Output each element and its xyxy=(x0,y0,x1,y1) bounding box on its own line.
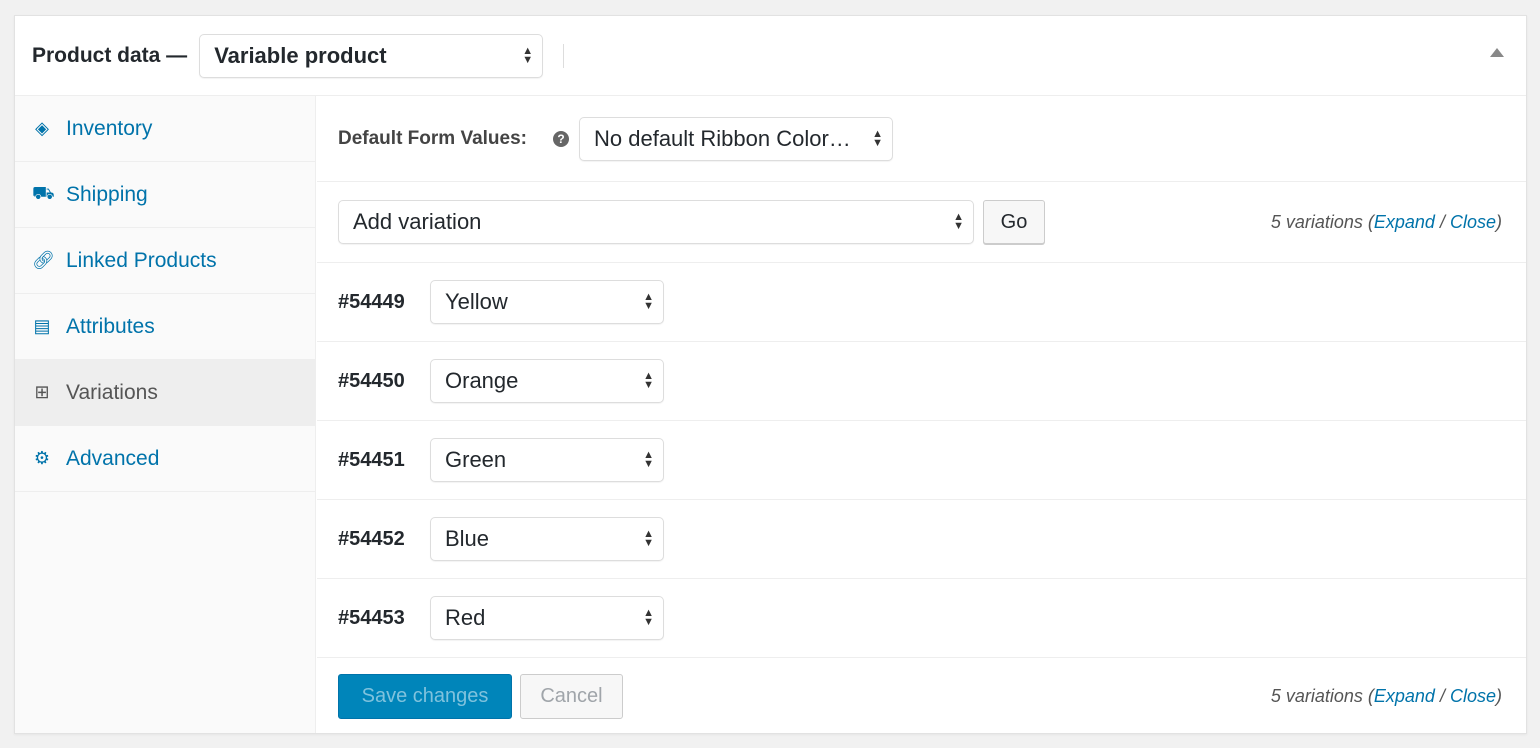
variation-color-value: Blue xyxy=(445,526,490,551)
variation-id: #54452 xyxy=(338,527,405,550)
expand-link[interactable]: Expand xyxy=(1373,211,1435,232)
variation-id: #54449 xyxy=(338,290,405,313)
footer-row: Save changes Cancel 5 variations (Expand… xyxy=(317,658,1526,735)
sidebar-item-label: Inventory xyxy=(66,116,153,140)
variations-panel: Default Form Values: ? No default Ribbon… xyxy=(317,96,1526,733)
variation-id: #54451 xyxy=(338,448,405,471)
sidebar-item-attributes[interactable]: ▤ Attributes xyxy=(15,294,315,360)
variation-color-select[interactable]: Yellow ▲ ▼ xyxy=(430,280,664,324)
variation-row: #54453 Red ▲ ▼ xyxy=(317,579,1526,658)
collapse-toggle-icon[interactable] xyxy=(1490,48,1504,57)
variation-color-select[interactable]: Green ▲ ▼ xyxy=(430,438,664,482)
variation-color-value: Green xyxy=(445,447,507,472)
default-form-values-label: Default Form Values: xyxy=(338,127,527,149)
sidebar-item-label: Advanced xyxy=(66,446,160,470)
default-form-values-row: Default Form Values: ? No default Ribbon… xyxy=(317,96,1526,182)
variation-row: #54449 Yellow ▲ ▼ xyxy=(317,263,1526,342)
paren: ) xyxy=(1496,211,1502,232)
sidebar-item-shipping[interactable]: ⛟ Shipping xyxy=(15,162,315,228)
tag-icon: ◈ xyxy=(35,118,49,138)
slash: / xyxy=(1434,211,1450,232)
cancel-button[interactable]: Cancel xyxy=(520,674,623,719)
select-arrows-icon: ▲ ▼ xyxy=(643,370,654,391)
variations-count-footer: 5 variations (Expand / Close) xyxy=(1271,686,1502,707)
sidebar-item-label: Variations xyxy=(66,380,158,404)
select-arrows-icon: ▲ ▼ xyxy=(643,607,654,628)
variation-row: #54450 Orange ▲ ▼ xyxy=(317,342,1526,421)
select-arrows-icon: ▲ ▼ xyxy=(643,528,654,549)
select-arrows-icon: ▲ ▼ xyxy=(522,44,534,66)
slash: / xyxy=(1434,686,1450,706)
link-icon: 🔗︎ xyxy=(32,250,55,270)
product-type-value: Variable product xyxy=(214,42,387,68)
close-link[interactable]: Close xyxy=(1449,211,1496,232)
add-variation-value: Add variation xyxy=(353,209,482,234)
sidebar-item-linked-products[interactable]: 🔗︎ Linked Products xyxy=(15,228,315,294)
help-icon[interactable]: ? xyxy=(553,130,569,147)
sidebar-item-label: Shipping xyxy=(66,182,148,206)
select-arrows-icon: ▲ ▼ xyxy=(953,211,964,232)
sidebar-item-label: Linked Products xyxy=(66,248,217,272)
variation-color-value: Orange xyxy=(445,368,519,393)
truck-icon: ⛟ xyxy=(32,182,55,203)
variation-color-select[interactable]: Blue ▲ ▼ xyxy=(430,517,664,561)
variation-color-value: Yellow xyxy=(445,289,508,314)
select-arrows-icon: ▲ ▼ xyxy=(643,291,654,312)
variations-count: 5 variations (Expand / Close) xyxy=(1271,212,1502,233)
list-icon: ▤ xyxy=(33,316,51,336)
count-text: 5 variations ( xyxy=(1270,211,1374,232)
add-variation-select[interactable]: Add variation ▲ ▼ xyxy=(338,200,974,244)
sidebar-item-advanced[interactable]: ⚙ Advanced xyxy=(15,426,315,492)
save-changes-button[interactable]: Save changes xyxy=(338,674,512,719)
grid-icon: ⊞ xyxy=(34,382,50,402)
sidebar-item-variations[interactable]: ⊞ Variations xyxy=(15,360,315,426)
variation-color-select[interactable]: Red ▲ ▼ xyxy=(430,596,664,640)
default-ribbon-color-value: No default Ribbon Color… xyxy=(594,125,851,151)
close-link[interactable]: Close xyxy=(1449,686,1496,706)
select-arrows-icon: ▲ ▼ xyxy=(643,449,654,470)
default-ribbon-color-select[interactable]: No default Ribbon Color… ▲ ▼ xyxy=(579,116,893,161)
expand-link[interactable]: Expand xyxy=(1373,686,1435,706)
paren: ) xyxy=(1496,686,1502,706)
sidebar: ◈ Inventory ⛟ Shipping 🔗︎ Linked Products ▤… xyxy=(15,96,316,733)
go-button[interactable]: Go xyxy=(983,200,1045,244)
panel-title: Product data — xyxy=(32,43,188,67)
product-data-panel: Product data — Variable product ▲ ▼ ◈ Inve… xyxy=(14,15,1527,734)
variation-color-select[interactable]: Orange ▲ ▼ xyxy=(430,359,664,403)
variation-row: #54452 Blue ▲ ▼ xyxy=(317,500,1526,579)
gear-icon: ⚙ xyxy=(33,448,51,468)
divider xyxy=(563,43,565,68)
sidebar-item-inventory[interactable]: ◈ Inventory xyxy=(15,96,315,162)
count-text: 5 variations ( xyxy=(1270,686,1374,706)
select-arrows-icon: ▲ ▼ xyxy=(872,127,883,149)
product-type-select[interactable]: Variable product ▲ ▼ xyxy=(199,33,544,78)
variation-color-value: Red xyxy=(445,605,486,630)
sidebar-item-label: Attributes xyxy=(66,314,155,338)
add-variation-row: Add variation ▲ ▼ Go 5 variations (Expand… xyxy=(317,182,1526,263)
panel-header: Product data — Variable product ▲ ▼ xyxy=(15,16,1526,96)
variation-id: #54453 xyxy=(338,606,405,629)
variation-id: #54450 xyxy=(338,369,405,392)
variation-row: #54451 Green ▲ ▼ xyxy=(317,421,1526,500)
